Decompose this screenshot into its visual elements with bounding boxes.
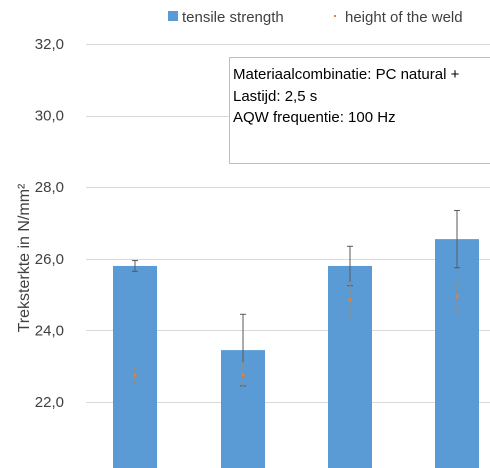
annotation-line-lastijd: Lastijd: 2,5 s xyxy=(233,88,317,105)
y-axis-label: Treksterkte in N/mm² xyxy=(16,183,33,332)
y-axis-ticks: 22,0 24,0 26,0 28,0 30,0 32,0 20,0 xyxy=(35,36,64,468)
annotation-line-material: Materiaalcombinatie: PC natural + xyxy=(233,66,460,83)
legend: tensile strength height of the weld xyxy=(168,9,463,26)
y-tick-label: 30,0 xyxy=(35,108,64,125)
annotation-border xyxy=(229,57,490,164)
legend-swatch-tensile-strength xyxy=(168,11,178,21)
dot-point xyxy=(133,373,137,377)
dot-point xyxy=(455,294,459,298)
y-tick-label: 32,0 xyxy=(35,36,64,53)
y-tick-label: 26,0 xyxy=(35,251,64,268)
dot-point xyxy=(241,373,245,377)
bar-series xyxy=(113,209,479,468)
annotation-box: Materiaalcombinatie: PC natural + Lastij… xyxy=(229,57,490,164)
y-tick-label: 20,0 xyxy=(35,466,64,468)
dot-series xyxy=(133,281,459,389)
annotation-line-frequency: AQW frequentie: 100 Hz xyxy=(233,109,396,126)
bar xyxy=(113,265,157,468)
legend-label-height-of-the-weld: height of the weld xyxy=(345,9,463,26)
legend-marker-height-of-the-weld xyxy=(334,15,336,17)
dot-point xyxy=(348,298,352,302)
bar xyxy=(435,239,479,468)
y-tick-label: 24,0 xyxy=(35,322,64,339)
legend-label-tensile-strength: tensile strength xyxy=(182,9,284,26)
y-tick-label: 22,0 xyxy=(35,394,64,411)
y-tick-label: 28,0 xyxy=(35,179,64,196)
